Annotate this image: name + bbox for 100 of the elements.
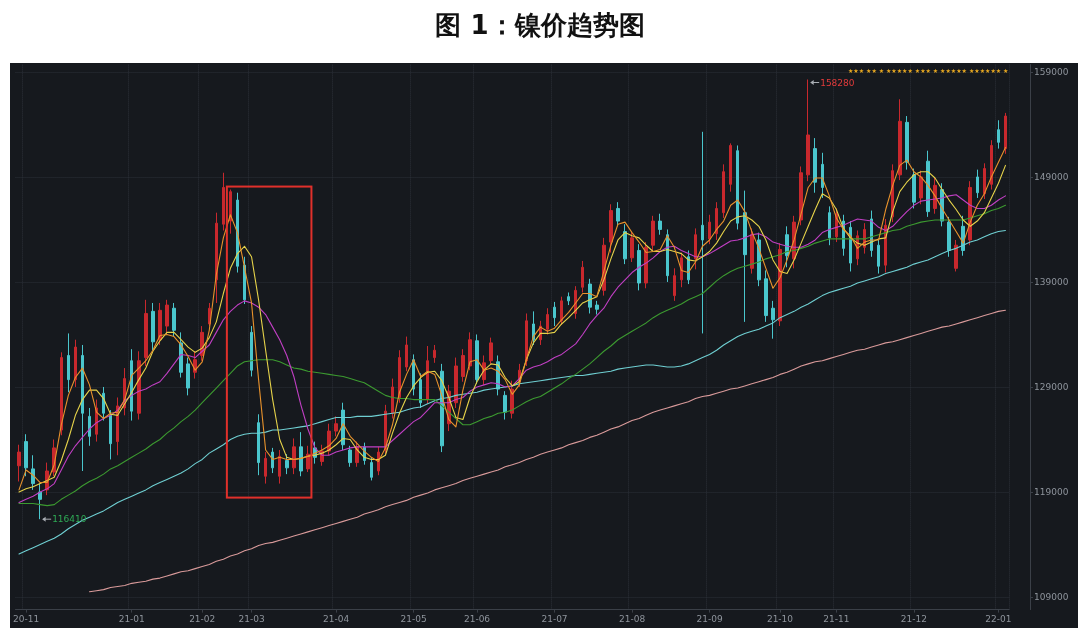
candlestick [595, 300, 599, 316]
candlestick [222, 172, 225, 232]
candlestick [17, 444, 21, 482]
x-tick-label: 21-03 [238, 614, 265, 625]
candlestick [172, 302, 176, 338]
candlestick [729, 142, 732, 193]
candlestick [743, 190, 747, 323]
y-tick-label: 139000 [1034, 276, 1069, 287]
candlestick [489, 337, 493, 365]
candlestick [898, 98, 902, 181]
candlestick [67, 332, 70, 393]
candlestick [997, 119, 1000, 150]
candlestick [109, 409, 112, 460]
annotation: 158280 [820, 77, 855, 88]
candlestick [250, 325, 253, 377]
candlestick [370, 456, 373, 481]
candlestick [546, 307, 549, 335]
candlestick [88, 407, 91, 447]
candlestick [990, 139, 993, 191]
candlestick [271, 447, 274, 474]
candlestick [715, 201, 718, 241]
candlestick [771, 300, 775, 340]
candlestick [433, 344, 436, 364]
candlestick [215, 212, 218, 304]
y-tick-label: 159000 [1034, 66, 1069, 77]
candlestick [306, 445, 310, 473]
candlestick [567, 291, 570, 306]
x-tick-label: 21-09 [696, 614, 723, 625]
x-tick-label: 21-07 [541, 614, 568, 625]
candlestick [947, 216, 951, 258]
candlestick [264, 451, 267, 485]
x-tick-label: 21-08 [618, 614, 646, 625]
candlestick [623, 223, 627, 265]
candlestick [81, 344, 84, 472]
candlestick [461, 348, 465, 383]
candlestick [828, 205, 831, 246]
candlestick [954, 239, 958, 272]
candlestick [673, 267, 676, 302]
candlestick [701, 131, 704, 334]
candlestick [694, 227, 697, 270]
candlestick [60, 351, 63, 436]
candlestick [454, 357, 458, 409]
candlestick [722, 163, 725, 219]
candlestick [926, 150, 930, 218]
candlestick [144, 299, 148, 367]
x-tick-label: 21-11 [823, 614, 850, 625]
candlestick [680, 252, 683, 288]
candlestick [750, 227, 754, 275]
candlestick [553, 301, 556, 327]
candlestick [229, 189, 232, 235]
candlestick [299, 431, 303, 477]
candlestick [912, 168, 916, 209]
candlestick [525, 312, 528, 367]
candlestick [644, 241, 648, 289]
candlestick [426, 345, 429, 405]
x-tick-label: 21-06 [463, 614, 491, 625]
candlestick [905, 115, 909, 171]
candlestick [821, 152, 824, 199]
candlestick [419, 372, 422, 409]
candlestick [151, 302, 155, 351]
candlestick [919, 170, 923, 205]
candlestick [24, 433, 28, 477]
y-tick-label: 129000 [1034, 381, 1069, 392]
candlestick [560, 296, 563, 326]
candlestick [736, 144, 739, 230]
x-tick-label: 21-10 [766, 614, 794, 625]
line-series [88, 309, 1007, 593]
candlestick [764, 269, 768, 323]
line-series [18, 229, 1007, 555]
candlestick [74, 339, 77, 388]
x-tick-label: 20-11 [12, 614, 40, 625]
candlestick [285, 453, 289, 475]
candlestick [976, 169, 979, 199]
candlestick [983, 162, 986, 200]
candlestick [630, 231, 634, 263]
candlestick [813, 137, 817, 194]
candlestick [257, 413, 260, 476]
candlestick [503, 390, 507, 421]
candlestick [651, 215, 655, 251]
candlestick [278, 449, 281, 485]
candlestick [877, 239, 880, 275]
candlestick [165, 299, 169, 335]
y-tick-label: 119000 [1034, 486, 1069, 497]
x-tick-label: 21-02 [189, 614, 216, 625]
x-tick-label: 21-05 [400, 614, 427, 625]
candlestick [1004, 112, 1007, 155]
candlestick [405, 336, 408, 372]
candlestick [609, 203, 613, 254]
x-tick-label: 21-12 [900, 614, 927, 625]
candlestick [708, 214, 711, 245]
candlestick [398, 349, 401, 404]
candlestick [292, 437, 296, 475]
x-tick-label: 22-01 [985, 614, 1012, 625]
candlestick [391, 378, 394, 419]
candlestick [532, 310, 535, 346]
x-tick-label: 21-01 [118, 614, 145, 625]
candlestick [186, 357, 190, 396]
y-tick-label: 149000 [1034, 171, 1069, 182]
candlestick [158, 302, 162, 346]
candlestick [468, 331, 472, 371]
